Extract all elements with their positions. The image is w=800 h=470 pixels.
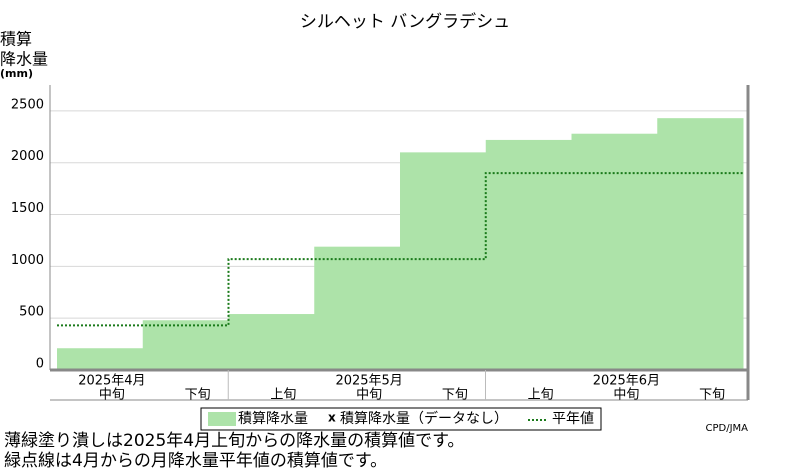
x-tick-label: 下旬 [699, 388, 725, 403]
month-label: 2025年5月 [335, 374, 402, 389]
y-tick-label: 0 [36, 357, 44, 372]
chart-title: シルヘット バングラデシュ [300, 11, 510, 32]
bar [400, 152, 487, 370]
note: 薄緑塗り潰しは2025年4月上旬からの降水量の積算値です。 [4, 430, 464, 451]
y-tick-label: 1000 [11, 253, 44, 268]
bar [57, 348, 144, 370]
month-label: 2025年6月 [593, 374, 660, 389]
y-tick-label: 2000 [11, 149, 44, 164]
bar [657, 118, 744, 370]
legend-box [200, 407, 602, 431]
y-tick-label: 1500 [11, 201, 44, 216]
y-axis-label: 降水量 [0, 50, 48, 69]
bar [228, 314, 315, 370]
normal-line [57, 172, 743, 327]
x-tick-label: 中旬 [99, 388, 125, 403]
y-axis-label: 積算 [0, 30, 32, 49]
legend: 積算降水量 x 積算降水量（データなし） 平年値 [200, 407, 602, 431]
y-axis-label: (mm) [0, 67, 33, 80]
bar [571, 133, 658, 370]
legend-swatch [208, 412, 236, 426]
legend-label: 積算降水量（データなし） [340, 410, 508, 427]
x-tick-label: 上旬 [528, 388, 554, 403]
x-tick-label: 中旬 [356, 388, 382, 403]
y-tick-label: 500 [19, 305, 44, 320]
bar [485, 139, 572, 370]
month-label: 2025年4月 [78, 374, 145, 389]
x-tick-label: 上旬 [270, 388, 296, 403]
x-tick-label: 下旬 [442, 388, 468, 403]
legend-label: 積算降水量 [238, 411, 308, 427]
bar [314, 246, 401, 370]
legend-label: 平年値 [552, 411, 594, 427]
x-tick-label: 下旬 [185, 388, 211, 403]
bar [142, 320, 229, 370]
legend-marker: x [328, 411, 336, 425]
credit: CPD/JMA [706, 423, 749, 434]
y-tick-label: 2500 [11, 97, 44, 112]
x-tick-label: 中旬 [613, 388, 639, 403]
note: 緑点線は4月からの月降水量平年値の積算値です。 [4, 451, 387, 470]
